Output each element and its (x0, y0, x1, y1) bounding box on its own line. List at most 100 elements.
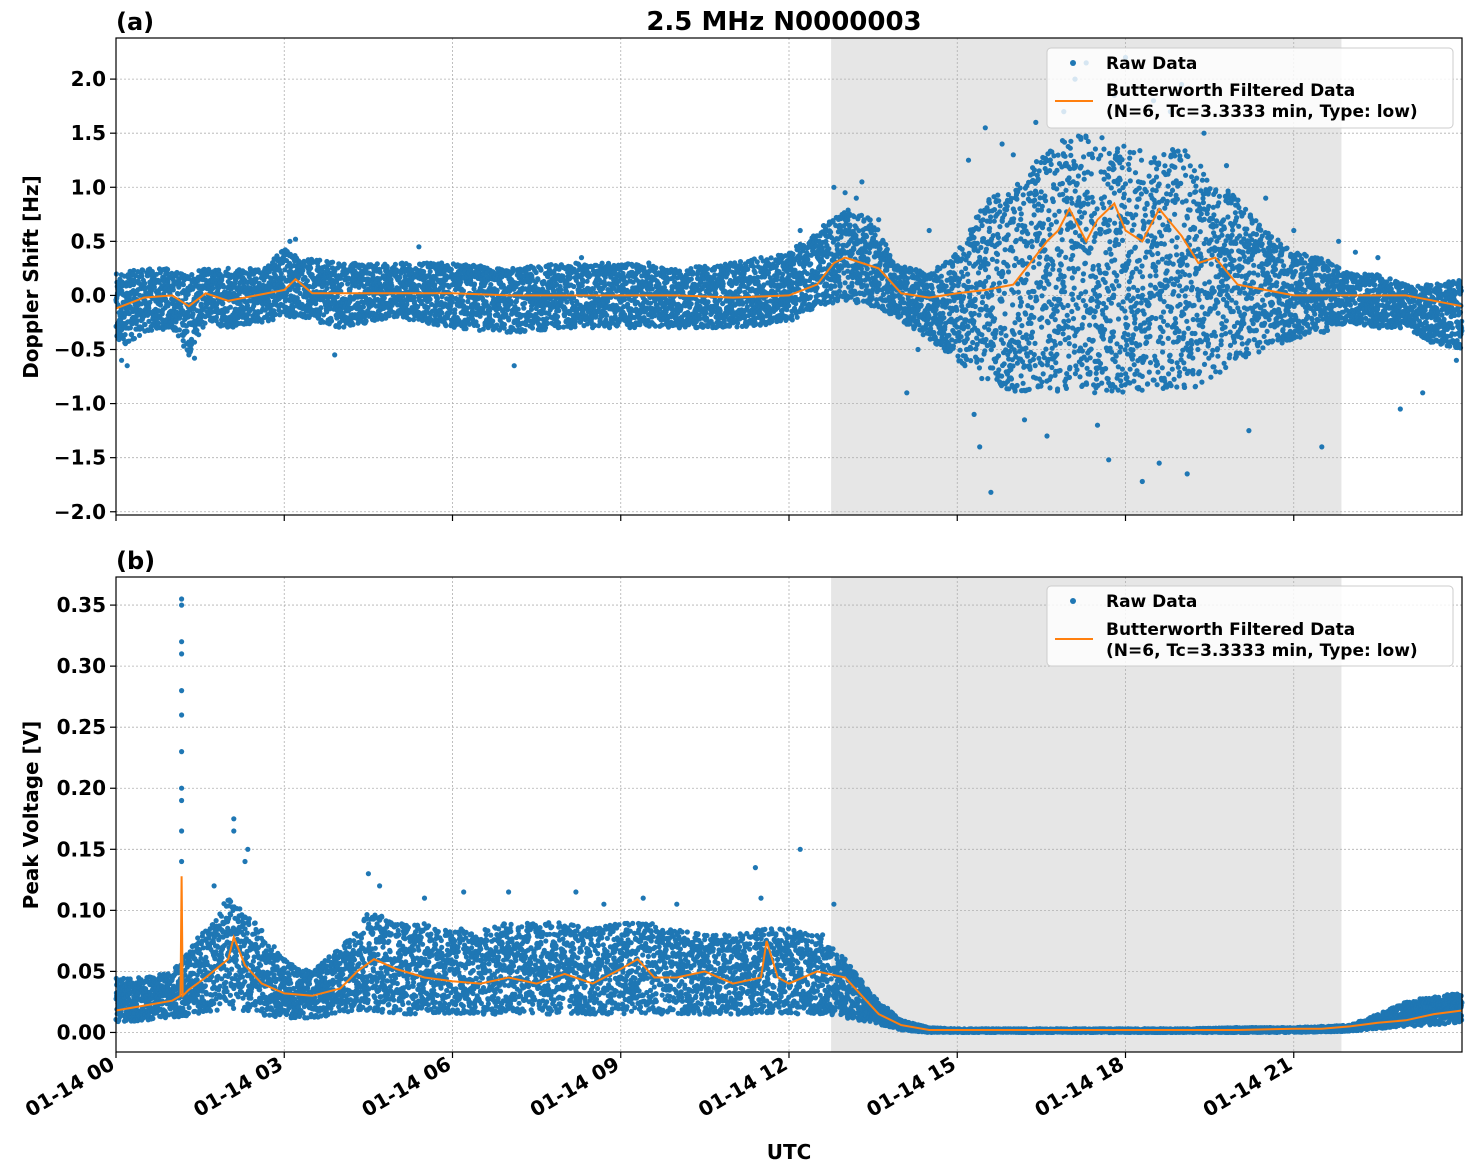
raw-data-point (855, 299, 861, 305)
raw-data-point (851, 246, 857, 252)
raw-data-point (142, 322, 148, 328)
raw-data-point (487, 311, 493, 317)
panel-a-label: (a) (116, 8, 154, 36)
raw-data-point (477, 313, 483, 319)
raw-data-point (535, 276, 541, 283)
raw-data-point (754, 259, 760, 265)
raw-data-point (567, 275, 574, 281)
raw-data-point (460, 298, 466, 304)
raw-data-point (336, 324, 342, 330)
raw-data-point (836, 288, 843, 294)
raw-data-point (471, 281, 478, 287)
raw-data-point (794, 314, 800, 320)
raw-data-point (558, 287, 564, 293)
raw-data-point (170, 287, 176, 293)
raw-data-point (341, 261, 347, 267)
raw-data-point (515, 306, 521, 312)
raw-data-point (175, 291, 181, 297)
raw-data-point (196, 332, 202, 338)
raw-data-point (253, 276, 259, 282)
raw-data-point (138, 301, 144, 307)
raw-data-point (146, 318, 152, 324)
figure-title: 2.5 MHz N0000003 (646, 7, 921, 37)
raw-data-point (705, 299, 711, 305)
raw-data-point (572, 324, 578, 330)
raw-data-point (571, 283, 577, 290)
raw-data-point (227, 304, 233, 310)
raw-data-point (458, 279, 464, 285)
raw-data-point (688, 301, 694, 307)
raw-data-point (427, 296, 433, 302)
raw-data-point (165, 266, 171, 273)
raw-data-point (185, 291, 191, 297)
raw-data-point (392, 261, 398, 267)
raw-data-point (621, 297, 628, 303)
raw-data-point (717, 308, 723, 314)
raw-data-point (350, 322, 356, 328)
raw-data-point (826, 246, 832, 252)
raw-data-point (149, 327, 155, 333)
raw-data-point (259, 319, 265, 325)
raw-data-point (752, 270, 758, 276)
raw-data-point (180, 282, 186, 288)
raw-data-point (122, 332, 128, 338)
raw-data-point (187, 307, 193, 313)
raw-data-point (339, 281, 345, 287)
raw-data-point (652, 313, 658, 319)
raw-data-point (522, 328, 528, 334)
raw-data-point (184, 328, 190, 335)
raw-data-point (807, 294, 814, 300)
raw-data-point (363, 318, 369, 324)
raw-data-point (494, 287, 500, 293)
raw-data-point (475, 323, 481, 329)
panel-a-grid (115, 38, 1462, 515)
raw-data-point (835, 241, 841, 248)
raw-data-point (786, 303, 792, 309)
raw-data-point (443, 323, 449, 329)
raw-data-point (324, 285, 330, 291)
raw-data-point (501, 321, 507, 328)
raw-data-point (213, 314, 219, 320)
raw-data-point (837, 283, 843, 289)
raw-data-point (820, 259, 827, 265)
raw-data-point (156, 320, 162, 326)
raw-data-point (448, 267, 454, 273)
raw-data-point (186, 275, 192, 282)
raw-data-point (533, 269, 539, 276)
raw-data-point (463, 326, 469, 332)
raw-data-point (690, 269, 696, 275)
raw-data-point (704, 266, 711, 272)
raw-data-point (131, 277, 137, 283)
raw-data-point (620, 270, 626, 276)
raw-data-point (116, 336, 122, 343)
raw-data-point (599, 260, 605, 266)
raw-data-point (856, 228, 862, 234)
raw-data-point (506, 317, 512, 323)
raw-data-point (434, 296, 440, 302)
raw-data-point (158, 302, 164, 308)
raw-data-point (488, 282, 494, 288)
raw-data-point (143, 285, 149, 291)
raw-data-point (304, 278, 310, 284)
raw-data-point (847, 222, 853, 228)
raw-data-point (191, 339, 198, 345)
raw-data-point (713, 291, 719, 297)
raw-data-point (139, 273, 145, 279)
raw-data-point (159, 311, 165, 317)
raw-data-point (134, 318, 140, 324)
raw-data-point (805, 257, 811, 263)
raw-data-point (176, 327, 182, 333)
raw-data-point (127, 325, 133, 331)
raw-data-point (328, 318, 335, 324)
raw-data-point (555, 314, 561, 320)
raw-data-point (508, 299, 514, 305)
raw-data-point (180, 338, 186, 344)
raw-data-point (768, 255, 774, 261)
panel-a-raw-data (113, 54, 1465, 495)
raw-data-point (828, 229, 834, 235)
raw-data-point (529, 325, 536, 331)
raw-data-point (720, 281, 726, 287)
raw-data-point (140, 267, 146, 273)
raw-data-point (131, 282, 137, 288)
